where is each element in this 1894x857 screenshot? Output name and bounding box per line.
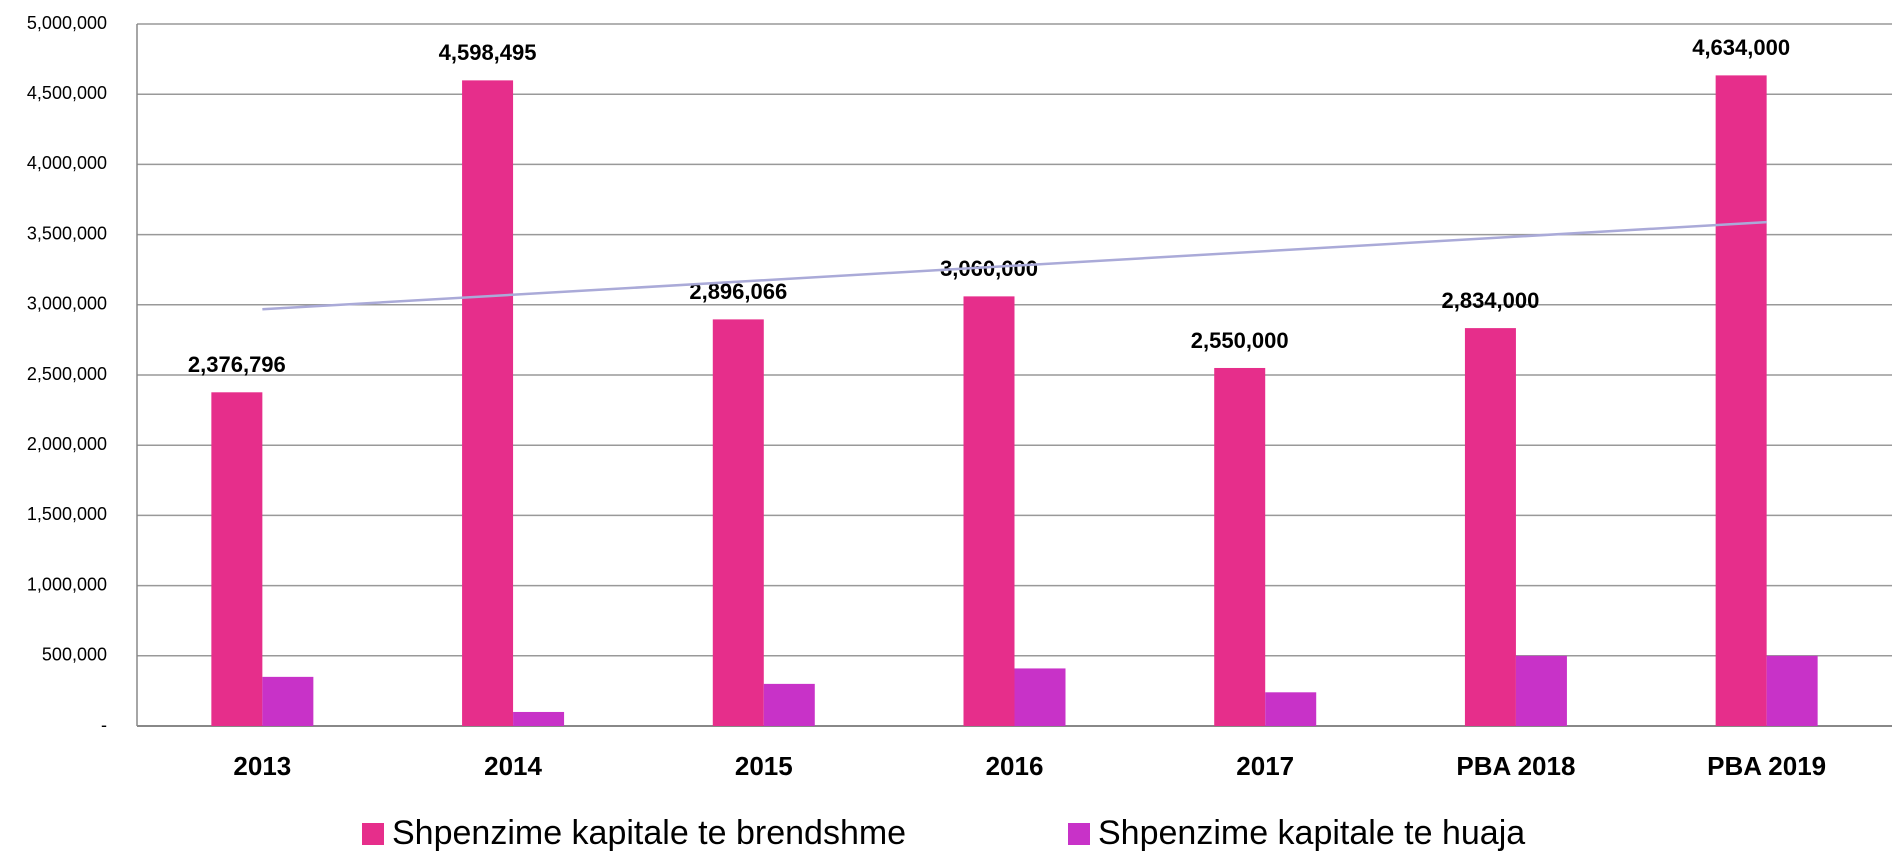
y-tick-label: 3,500,000 <box>27 223 107 243</box>
y-tick-label: 2,000,000 <box>27 434 107 454</box>
y-tick-label: - <box>101 715 107 735</box>
legend-label: Shpenzime kapitale te brendshme <box>392 814 906 852</box>
bar <box>1014 668 1066 726</box>
y-tick-label: 1,500,000 <box>27 504 107 524</box>
bar <box>1265 692 1317 726</box>
x-tick-label: 2015 <box>735 751 793 781</box>
data-label: 2,376,796 <box>188 352 286 377</box>
legend-label: Shpenzime kapitale te huaja <box>1098 814 1525 852</box>
bar <box>1715 75 1767 726</box>
y-tick-label: 5,000,000 <box>27 13 107 33</box>
bar <box>513 711 565 726</box>
bar <box>1515 655 1567 726</box>
bar <box>262 676 314 726</box>
bar <box>712 319 764 726</box>
y-tick-label: 4,000,000 <box>27 153 107 173</box>
x-tick-label: 2014 <box>484 751 542 781</box>
trend-line <box>262 220 1767 311</box>
x-tick-label: 2017 <box>1236 751 1294 781</box>
legend-swatch <box>362 823 384 845</box>
data-label: 4,634,000 <box>1692 35 1790 60</box>
x-tick-label: PBA 2018 <box>1456 751 1575 781</box>
y-tick-label: 500,000 <box>42 645 107 665</box>
bar <box>963 296 1015 726</box>
y-tick-label: 3,000,000 <box>27 294 107 314</box>
y-tick-label: 1,000,000 <box>27 574 107 594</box>
data-label: 2,834,000 <box>1441 288 1539 313</box>
legend-swatch <box>1068 823 1090 845</box>
x-tick-label: 2016 <box>986 751 1044 781</box>
y-tick-label: 2,500,000 <box>27 364 107 384</box>
x-tick-label: 2013 <box>233 751 291 781</box>
bar <box>211 392 263 726</box>
y-tick-label: 4,500,000 <box>27 83 107 103</box>
bar <box>1214 367 1266 726</box>
data-label: 2,550,000 <box>1191 328 1289 353</box>
bar <box>462 80 514 727</box>
bar <box>1766 655 1818 726</box>
x-tick-label: PBA 2019 <box>1707 751 1826 781</box>
bar <box>763 683 815 726</box>
bar <box>1464 328 1516 726</box>
data-label: 4,598,495 <box>439 40 537 65</box>
